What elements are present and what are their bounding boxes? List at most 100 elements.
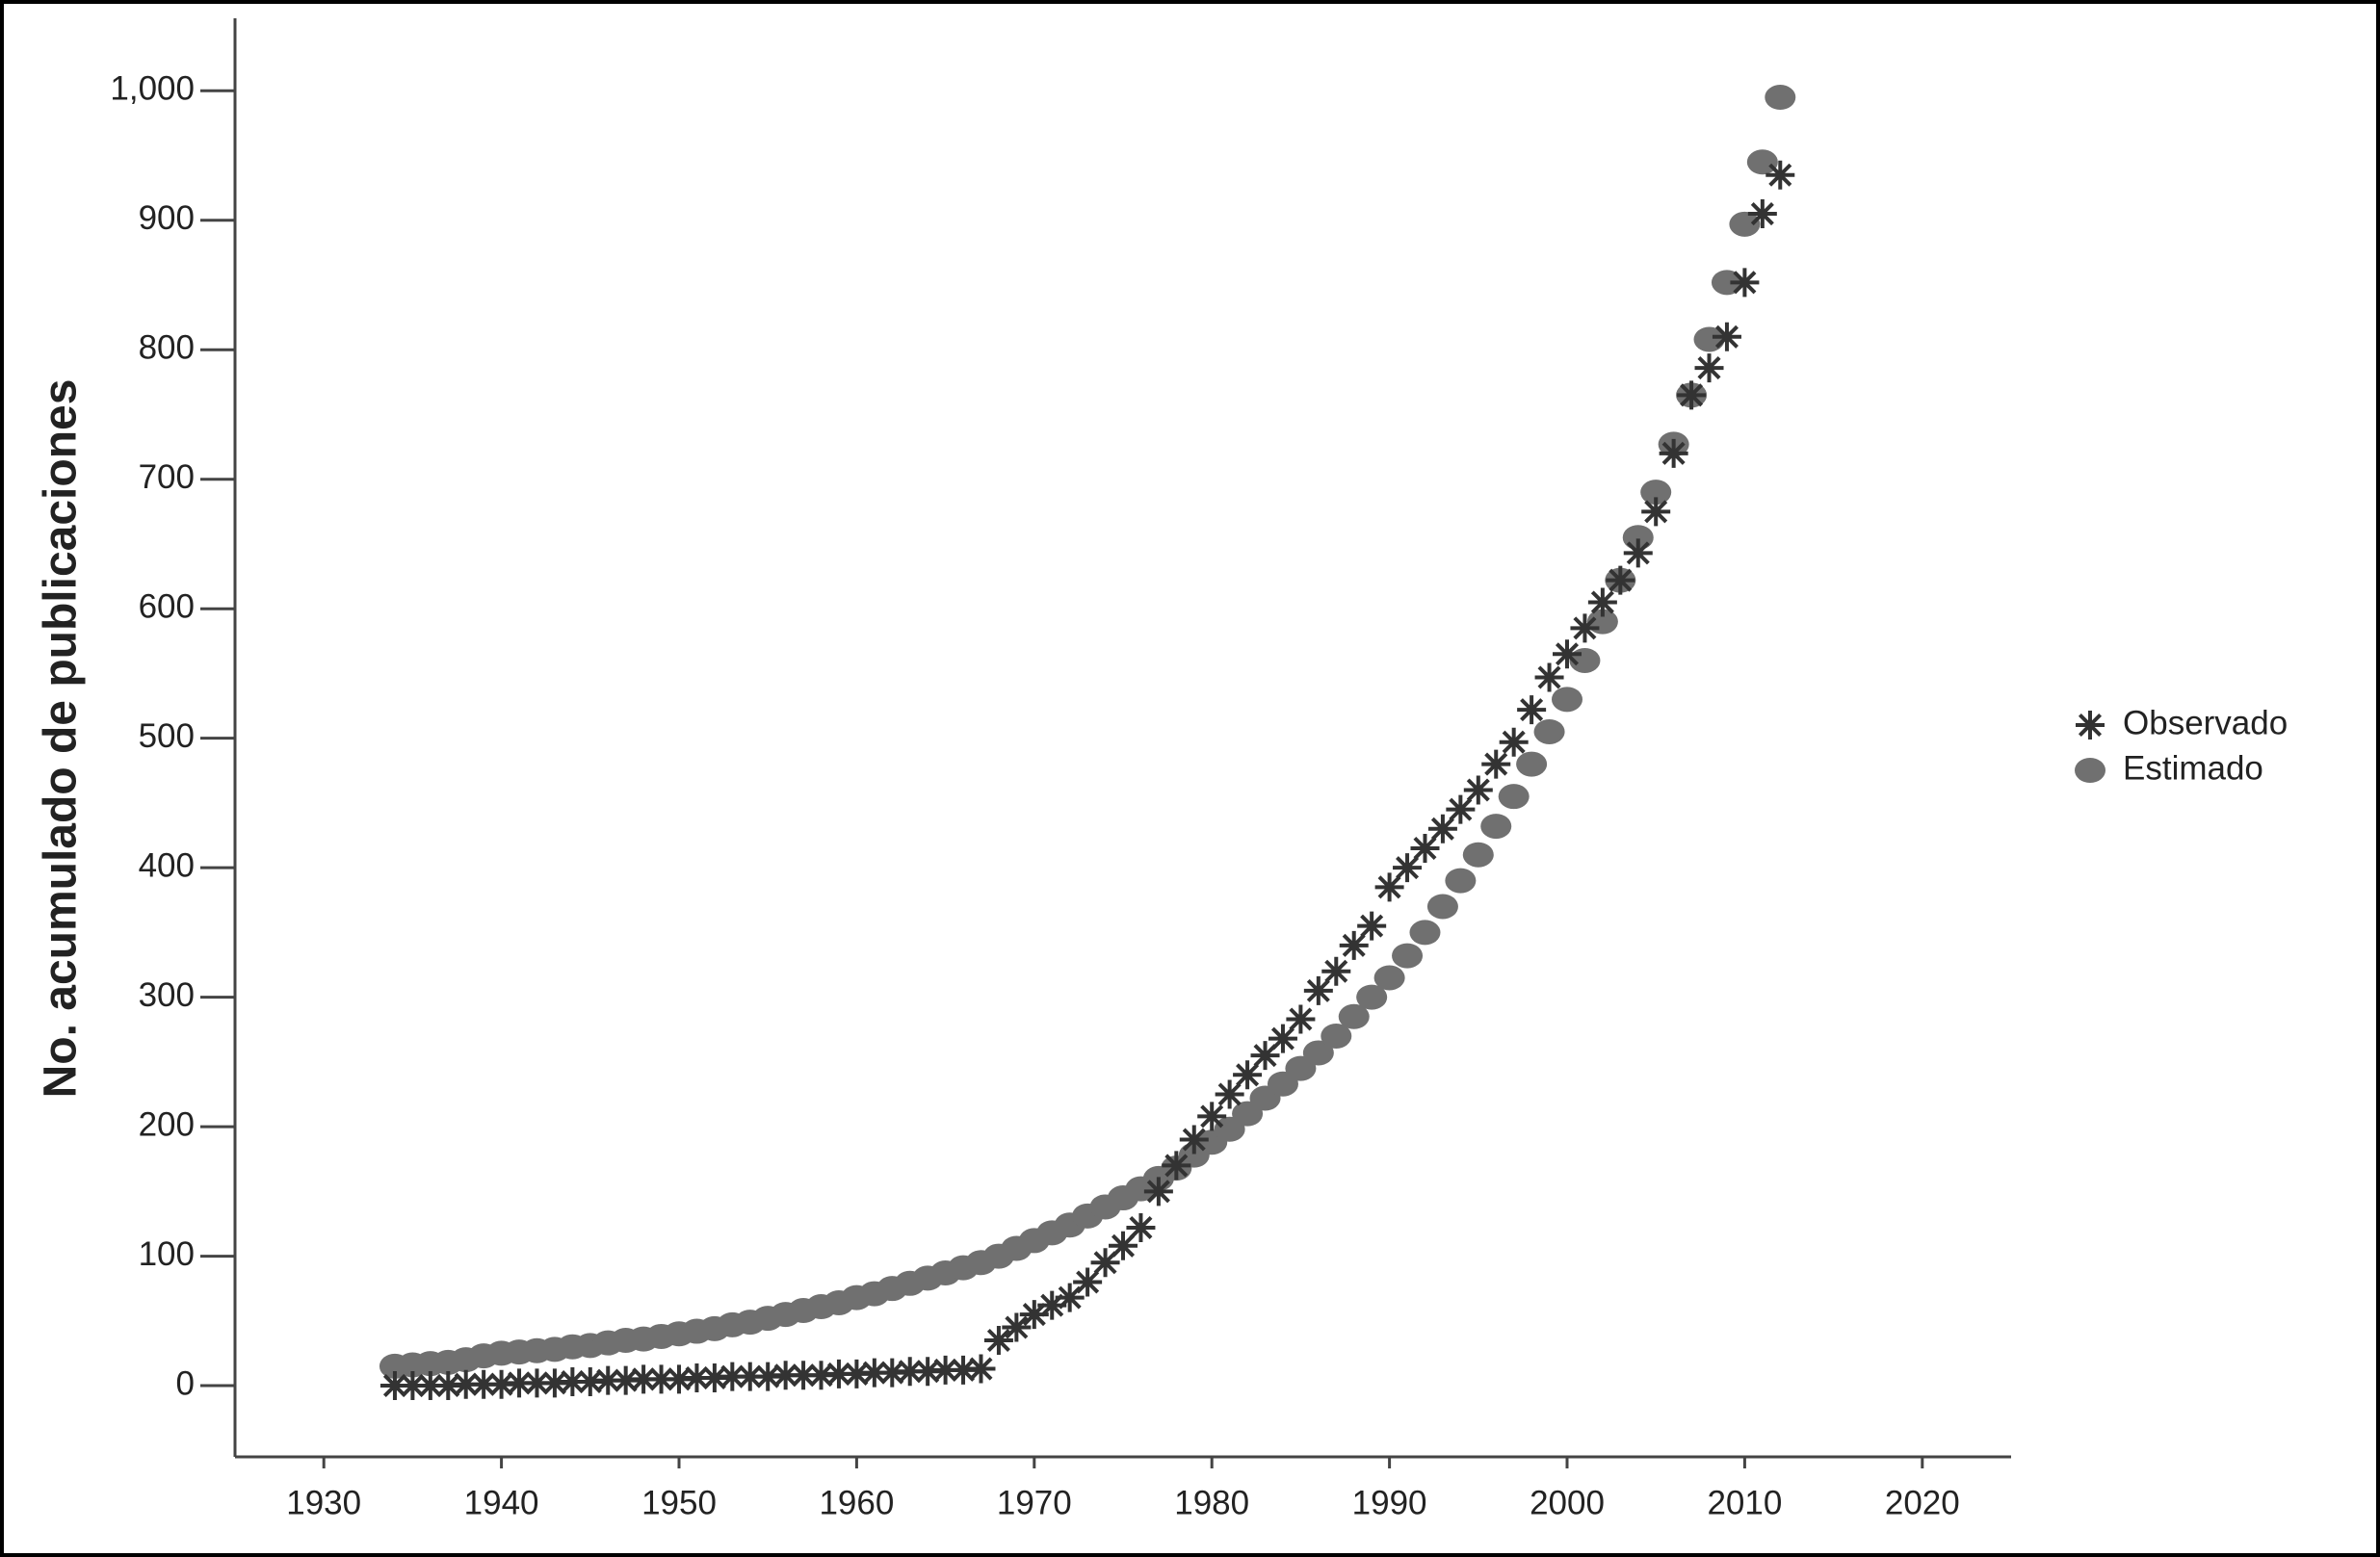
y-tick-label: 800 [139, 329, 195, 367]
asterisk-point [753, 1362, 783, 1391]
asterisk-point [1268, 1024, 1297, 1053]
asterisk-point [1534, 662, 1564, 692]
asterisk-point [1393, 853, 1423, 883]
asterisk-point [1374, 872, 1404, 902]
asterisk-point [1481, 749, 1511, 779]
asterisk-point [522, 1368, 552, 1398]
asterisk-point [469, 1369, 499, 1399]
asterisk-point [1179, 1125, 1209, 1155]
legend-marker [2075, 758, 2105, 783]
circle-point [1462, 842, 1494, 868]
circle-point [1552, 687, 1582, 713]
circle-point [1392, 943, 1424, 969]
asterisk-point [1286, 1004, 1316, 1034]
circle-point [1640, 480, 1672, 506]
asterisk-point [1055, 1283, 1085, 1312]
x-tick-label: 1940 [464, 1484, 539, 1521]
circle-point [1746, 149, 1778, 175]
asterisk-point [539, 1368, 569, 1398]
asterisk-point [1659, 438, 1688, 468]
y-tick-label: 900 [139, 199, 195, 237]
asterisk-point [859, 1358, 889, 1388]
y-tick-label: 400 [139, 846, 195, 884]
asterisk-point [1002, 1312, 1032, 1342]
x-tick-label: 1990 [1352, 1484, 1427, 1521]
legend-label: Estimado [2123, 749, 2263, 787]
asterisk-point [1162, 1151, 1191, 1181]
asterisk-point [1215, 1079, 1244, 1109]
y-tick-label: 200 [139, 1105, 195, 1143]
circle-point [1356, 984, 1388, 1010]
asterisk-point [1765, 160, 1795, 190]
asterisk-point [611, 1365, 641, 1395]
asterisk-point [735, 1362, 765, 1391]
asterisk-point [451, 1369, 481, 1399]
asterisk-point [1463, 775, 1493, 805]
asterisk-point [1143, 1177, 1173, 1207]
asterisk-point [1606, 565, 1635, 595]
circle-point [1533, 718, 1565, 744]
asterisk-point [1126, 1212, 1156, 1242]
y-tick-label: 0 [176, 1364, 195, 1402]
circle-point [1480, 814, 1512, 840]
y-tick-label: 500 [139, 717, 195, 755]
x-tick-label: 2010 [1707, 1484, 1782, 1521]
y-axis-label: No. acumulado de publicaciones [36, 379, 87, 1099]
asterisk-point [949, 1355, 979, 1385]
circle-point [1516, 751, 1548, 777]
asterisk-point [930, 1355, 960, 1385]
asterisk-point [1109, 1231, 1138, 1260]
circle-point [1338, 1003, 1370, 1029]
circle-point [1498, 784, 1530, 810]
asterisk-point [682, 1362, 712, 1392]
y-tick-label: 300 [139, 976, 195, 1014]
asterisk-point [1712, 322, 1741, 351]
legend-marker [2076, 711, 2105, 740]
legend-label: Observado [2123, 704, 2288, 741]
x-tick-label: 2000 [1530, 1484, 1605, 1521]
asterisk-point [1019, 1300, 1049, 1330]
asterisk-point [1250, 1041, 1280, 1071]
asterisk-point [699, 1362, 729, 1392]
asterisk-point [1623, 538, 1653, 568]
asterisk-point [1339, 930, 1369, 960]
y-tick-label: 1,000 [110, 70, 195, 108]
x-tick-label: 2020 [1885, 1484, 1960, 1521]
asterisk-point [877, 1358, 907, 1388]
asterisk-point [486, 1369, 516, 1399]
circle-point [1321, 1023, 1352, 1049]
asterisk-point [1499, 727, 1529, 757]
circle-point [1765, 85, 1796, 111]
asterisk-point [1446, 794, 1476, 824]
y-tick-label: 600 [139, 587, 195, 625]
asterisk-point [1321, 956, 1351, 986]
asterisk-point [1517, 695, 1547, 725]
asterisk-point [575, 1367, 605, 1397]
asterisk-point [379, 1371, 409, 1401]
asterisk-point [558, 1367, 588, 1397]
circle-point [1445, 868, 1477, 894]
asterisk-point [913, 1357, 943, 1387]
circle-point [1409, 920, 1441, 946]
asterisk-point [1730, 268, 1760, 298]
asterisk-point [593, 1365, 623, 1395]
asterisk-point [505, 1368, 535, 1398]
asterisk-point [665, 1364, 693, 1394]
asterisk-point [398, 1371, 428, 1401]
asterisk-point [1641, 497, 1671, 527]
asterisk-point [646, 1364, 676, 1394]
circle-point [1426, 894, 1458, 920]
asterisk-point [1694, 353, 1724, 383]
circle-point [1729, 211, 1761, 237]
asterisk-point [1357, 911, 1387, 941]
asterisk-point [1747, 199, 1777, 229]
asterisk-point [1677, 380, 1707, 410]
y-tick-label: 100 [139, 1235, 195, 1273]
y-tick-label: 700 [139, 458, 195, 496]
asterisk-point [1233, 1060, 1263, 1090]
asterisk-point [629, 1364, 659, 1394]
asterisk-point [1037, 1290, 1067, 1320]
circle-point [1302, 1040, 1334, 1066]
x-tick-label: 1930 [286, 1484, 361, 1521]
asterisk-point [1410, 833, 1440, 863]
